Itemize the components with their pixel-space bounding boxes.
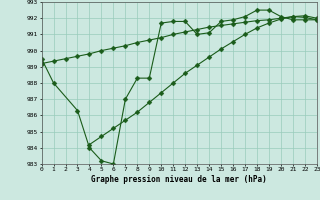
X-axis label: Graphe pression niveau de la mer (hPa): Graphe pression niveau de la mer (hPa) <box>91 175 267 184</box>
